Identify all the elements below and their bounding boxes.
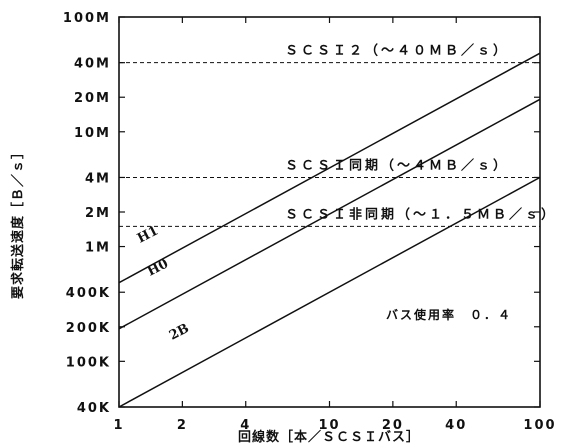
reference-line-label: ＳＣＳＩ２（～４０ＭＢ／ｓ） (285, 43, 509, 59)
y-axis: 40K 100K 200K 400K 1M 2M 4M 10M 20M 40M 100M (63, 11, 540, 416)
y-tick-label: 2M (85, 206, 111, 221)
x-tick-label: 100 (523, 418, 556, 433)
x-axis: 1 2 4 10 20 40 100 (113, 17, 556, 433)
y-axis-title: 要求転送速度［Ｂ／ｓ］ (10, 145, 26, 299)
y-tick-label: 1M (85, 241, 111, 256)
x-axis-title: 回線数［本／ＳＣＳＩバス］ (238, 429, 420, 445)
labels: H1 H0 2B (135, 224, 192, 344)
y-tick-label: 200K (66, 321, 111, 336)
x-tick-label: 10 (318, 418, 340, 433)
y-tick-label: 100K (66, 355, 111, 370)
y-tick-label: 40K (77, 401, 111, 416)
series-lines (118, 52, 541, 408)
series-line-h1 (118, 52, 541, 284)
reference-lines: ＳＣＳＩ２（～４０ＭＢ／ｓ） ＳＣＳＩ同期（～４ＭＢ／ｓ） ＳＣＳＩ非同期（～１．５… (119, 43, 557, 227)
series-line-2b (118, 176, 541, 408)
y-tick-label: 400K (66, 286, 111, 301)
series-label: 2B (167, 321, 192, 343)
x-tick-label: 40 (445, 418, 467, 433)
x-tick-label: 2 (177, 418, 188, 433)
bus-usage-annotation: バス使用率 ０．４ (386, 307, 512, 322)
x-tick-label: 1 (113, 418, 124, 433)
y-tick-label: 4M (85, 171, 111, 186)
series-line-h0 (118, 98, 541, 330)
series-label: H0 (145, 257, 171, 280)
reference-line-label: ＳＣＳＩ非同期（～１．５ＭＢ／ｓ） (285, 206, 557, 222)
series-label: H1 (135, 224, 161, 247)
y-tick-label: 40M (74, 57, 111, 72)
reference-line-label: ＳＣＳＩ同期（～４ＭＢ／ｓ） (285, 157, 509, 173)
x-tick-label: 20 (382, 418, 404, 433)
x-tick-label: 4 (240, 418, 251, 433)
y-tick-label: 10M (74, 126, 111, 141)
y-tick-label: 20M (74, 91, 111, 106)
y-tick-label: 100M (63, 11, 111, 26)
